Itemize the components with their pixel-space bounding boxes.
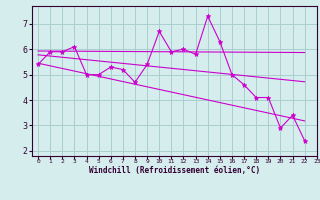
X-axis label: Windchill (Refroidissement éolien,°C): Windchill (Refroidissement éolien,°C) [89,166,260,175]
